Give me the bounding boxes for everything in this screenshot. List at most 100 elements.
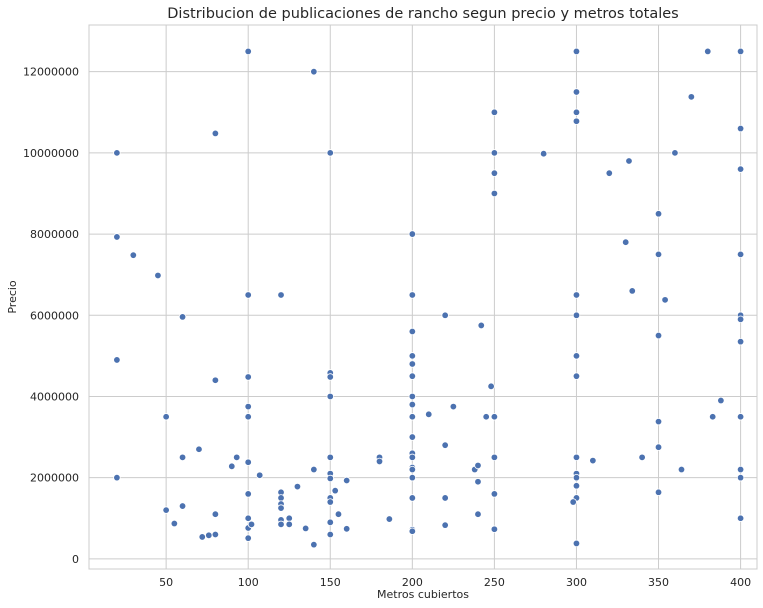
data-point — [408, 465, 417, 474]
data-point — [211, 376, 220, 384]
data-point — [408, 392, 417, 401]
data-point — [441, 494, 449, 502]
data-point — [334, 510, 343, 518]
data-point — [408, 527, 417, 535]
data-point — [736, 465, 745, 474]
data-point — [654, 210, 663, 218]
data-point — [244, 47, 252, 56]
data-point — [310, 540, 318, 549]
data-point — [277, 291, 285, 299]
y-tick-label: 10000000 — [23, 147, 79, 160]
data-point — [326, 474, 334, 483]
data-point — [408, 352, 417, 360]
data-point — [162, 506, 170, 514]
data-point — [441, 311, 449, 319]
data-point — [113, 233, 121, 241]
data-point — [572, 291, 581, 299]
data-point — [326, 392, 334, 401]
data-point — [228, 462, 236, 470]
data-point — [736, 47, 745, 56]
data-point — [178, 502, 187, 510]
y-tick-label: 2000000 — [30, 472, 79, 485]
data-point — [326, 498, 334, 506]
data-point — [474, 478, 482, 486]
x-tick-label: 50 — [159, 576, 173, 589]
data-point — [654, 250, 663, 259]
data-point — [736, 473, 745, 482]
data-point — [482, 413, 490, 421]
data-point — [625, 157, 633, 165]
data-point — [572, 47, 581, 56]
data-point — [638, 453, 646, 462]
data-point — [244, 402, 252, 411]
data-point — [572, 482, 581, 490]
data-point — [408, 327, 417, 336]
data-point — [244, 534, 252, 542]
data-point — [474, 461, 482, 470]
data-point — [449, 402, 458, 411]
data-point — [154, 271, 162, 280]
data-point — [487, 382, 495, 391]
x-tick-label: 400 — [730, 576, 751, 589]
data-point — [211, 129, 220, 138]
data-point — [375, 457, 384, 466]
data-point — [687, 93, 696, 101]
data-point — [285, 514, 293, 522]
x-tick-label: 150 — [320, 576, 341, 589]
data-point — [277, 520, 285, 529]
data-point — [211, 530, 220, 539]
plot-area-frame — [88, 24, 758, 570]
data-point — [661, 296, 669, 304]
data-point — [326, 530, 334, 539]
x-tick-label: 100 — [238, 576, 259, 589]
data-point — [342, 525, 351, 533]
data-point — [301, 524, 310, 533]
data-point — [277, 494, 285, 502]
data-point — [572, 88, 581, 96]
data-point — [277, 504, 285, 512]
data-point — [490, 525, 499, 533]
data-point — [572, 352, 581, 360]
data-point — [342, 476, 351, 485]
data-point — [113, 356, 121, 364]
data-point — [490, 453, 499, 462]
y-tick-label: 6000000 — [30, 309, 79, 322]
data-point — [441, 441, 449, 449]
data-point — [490, 108, 499, 116]
y-tick-label: 12000000 — [23, 66, 79, 79]
data-point — [572, 108, 581, 116]
data-point — [244, 413, 252, 421]
x-tick-label: 250 — [484, 576, 505, 589]
data-point — [490, 413, 499, 421]
y-axis-label: Precio — [6, 280, 19, 314]
data-point — [205, 531, 213, 540]
data-point — [178, 453, 187, 462]
data-point — [572, 473, 581, 482]
data-point — [310, 67, 318, 76]
data-point — [654, 488, 663, 496]
data-point — [736, 337, 745, 346]
x-tick-label: 200 — [402, 576, 423, 589]
data-point — [113, 473, 121, 482]
data-point — [385, 515, 394, 523]
data-point — [408, 473, 417, 482]
data-point — [178, 313, 187, 321]
data-point — [331, 486, 339, 495]
data-point — [441, 521, 449, 529]
data-point — [244, 514, 252, 522]
data-point — [195, 445, 203, 453]
data-point — [654, 331, 663, 340]
data-point — [244, 490, 252, 498]
data-point — [285, 520, 293, 529]
data-point — [162, 413, 170, 421]
data-point — [572, 372, 581, 380]
data-point — [605, 169, 613, 177]
data-point — [708, 413, 717, 421]
data-point — [425, 410, 433, 419]
data-point — [198, 533, 206, 541]
data-point — [572, 117, 581, 125]
data-point — [326, 149, 334, 157]
data-point — [572, 453, 581, 462]
data-point — [569, 498, 577, 506]
